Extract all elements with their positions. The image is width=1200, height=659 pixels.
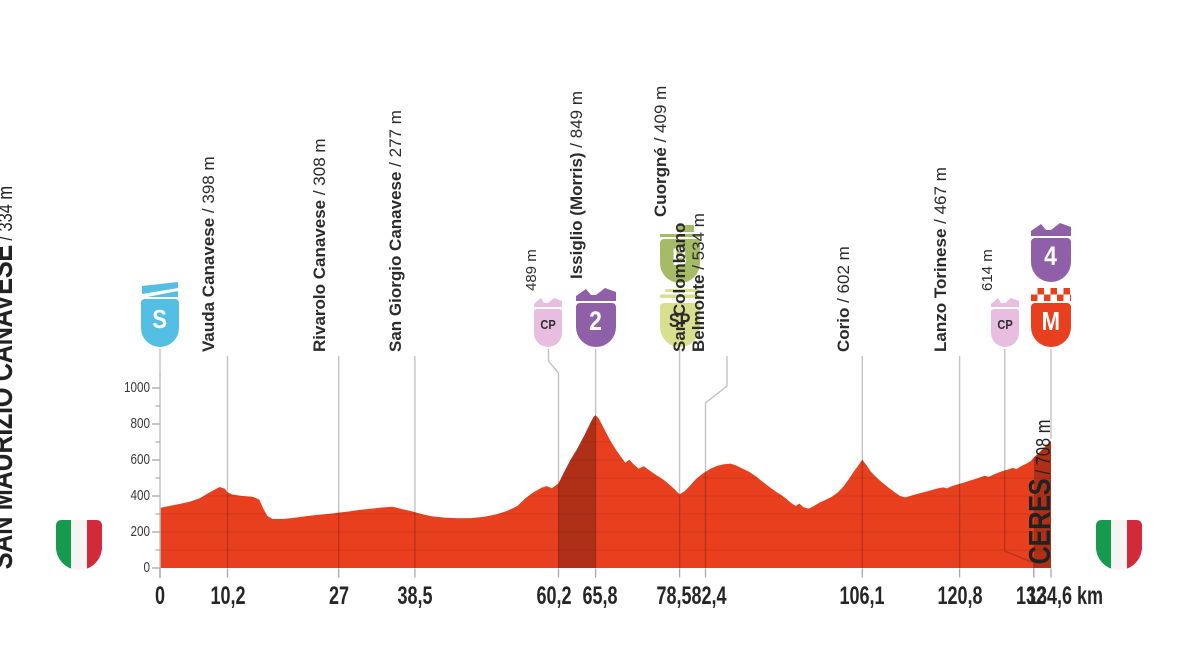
axes: [152, 374, 1052, 578]
badge-body: M: [1030, 303, 1071, 347]
intermediate-sprint-icon: SP: [659, 289, 700, 347]
x-axis-label: 78,5: [656, 582, 692, 610]
zigzag-crown-icon: [1030, 223, 1071, 236]
waypoint-label: San Giorgio Canavese / 277 m: [386, 110, 406, 352]
badge-body: B: [659, 239, 700, 283]
x-axis-label: 0: [154, 582, 166, 610]
finish-title: CERES / 708 m: [989, 420, 1097, 579]
finish-icon: M: [1030, 288, 1071, 347]
checkpoint-elevation-label: 489 m: [522, 249, 540, 291]
start-name: SAN MAURIZIO CANAVESE: [0, 245, 19, 570]
flag-white-stripe: [71, 520, 87, 570]
badge-letter: S: [152, 304, 168, 334]
tab-crown-icon: [659, 225, 700, 237]
checkpoint-icon: CP: [990, 297, 1019, 347]
checkered-band-icon: [1030, 288, 1071, 301]
waypoint-label: Issiglio (Morris) / 849 m: [567, 91, 587, 279]
waypoint-label: Corio / 602 m: [833, 246, 853, 352]
x-axis-label: 132: [1015, 582, 1046, 610]
x-axis-label: 82,4: [691, 582, 727, 610]
finish-elevation: / 708 m: [1033, 419, 1055, 479]
x-axis-label: 106,1: [839, 582, 885, 610]
start-title: SAN MAURIZIO CANAVESE / 334 m: [0, 186, 59, 584]
badge-letter: B: [672, 243, 687, 271]
x-axis-label: 10,2: [209, 582, 246, 610]
category-2-climb-icon: 2: [575, 287, 616, 347]
flag-green-stripe: [56, 520, 72, 570]
badge-letter: CP: [997, 317, 1013, 332]
stacked-lines-icon: [659, 289, 700, 298]
waypoint-label: Vauda Canavese / 398 m: [199, 156, 219, 352]
badge-letter: M: [1041, 306, 1061, 336]
x-axis-label: 38,5: [397, 582, 433, 610]
badge-body: S: [141, 299, 179, 347]
badge-body: 2: [575, 303, 616, 347]
badge-letter: 2: [589, 306, 602, 336]
italian-flag-start-icon: [56, 520, 102, 570]
checkpoint-elevation-label: 614 m: [979, 249, 997, 291]
zigzag-crown-icon: [534, 298, 563, 307]
y-axis-label: 0: [143, 559, 150, 576]
flag-white-stripe: [1111, 520, 1127, 570]
finish-name: CERES: [1022, 478, 1057, 565]
badge-body: CP: [534, 309, 563, 347]
checkpoint-icon: CP: [534, 297, 563, 347]
y-axis-label: 800: [130, 415, 150, 432]
x-axis-label: 60,2: [536, 582, 573, 610]
zigzag-crown-icon: [990, 298, 1019, 307]
waypoint-label: Cuorgné / 409 m: [651, 85, 671, 217]
x-axis-label: 120,8: [937, 582, 983, 610]
x-axis-label: 27: [328, 582, 349, 610]
badge-letter: SP: [668, 310, 691, 332]
y-axis-label: 400: [130, 487, 150, 504]
x-axis-label: 134,6 km: [1026, 582, 1104, 610]
pennant-flag-icon: [142, 282, 178, 297]
badge-body: CP: [990, 309, 1019, 347]
badge-letter: CP: [540, 317, 557, 332]
x-axis-label: 65,8: [582, 582, 618, 610]
zigzag-crown-icon: [575, 288, 616, 301]
flag-green-stripe: [1096, 520, 1112, 570]
waypoint-label: San Colombano Belmonte / 534 m: [670, 213, 708, 352]
y-axis-label: 1000: [123, 379, 150, 396]
flag-red-stripe: [86, 520, 102, 570]
waypoint-label: Lanzo Torinese / 467 m: [931, 167, 951, 352]
bonus-seconds-icon: B: [659, 225, 700, 283]
flag-red-stripe: [1126, 520, 1142, 570]
start-elevation: / 334 m: [0, 186, 17, 241]
badge-body: 4: [1030, 238, 1071, 282]
italian-flag-finish-icon: [1096, 520, 1142, 570]
waypoint-label: Rivarolo Canavese / 308 m: [310, 138, 330, 352]
badge-body: SP: [659, 303, 700, 347]
category-4-climb-icon: 4: [1030, 222, 1071, 282]
y-axis-label: 600: [130, 451, 150, 468]
start-icon: S: [141, 282, 179, 347]
badge-letter: 4: [1044, 241, 1058, 271]
y-axis-label: 200: [130, 523, 150, 540]
elevation-profile-area: [160, 415, 1051, 568]
